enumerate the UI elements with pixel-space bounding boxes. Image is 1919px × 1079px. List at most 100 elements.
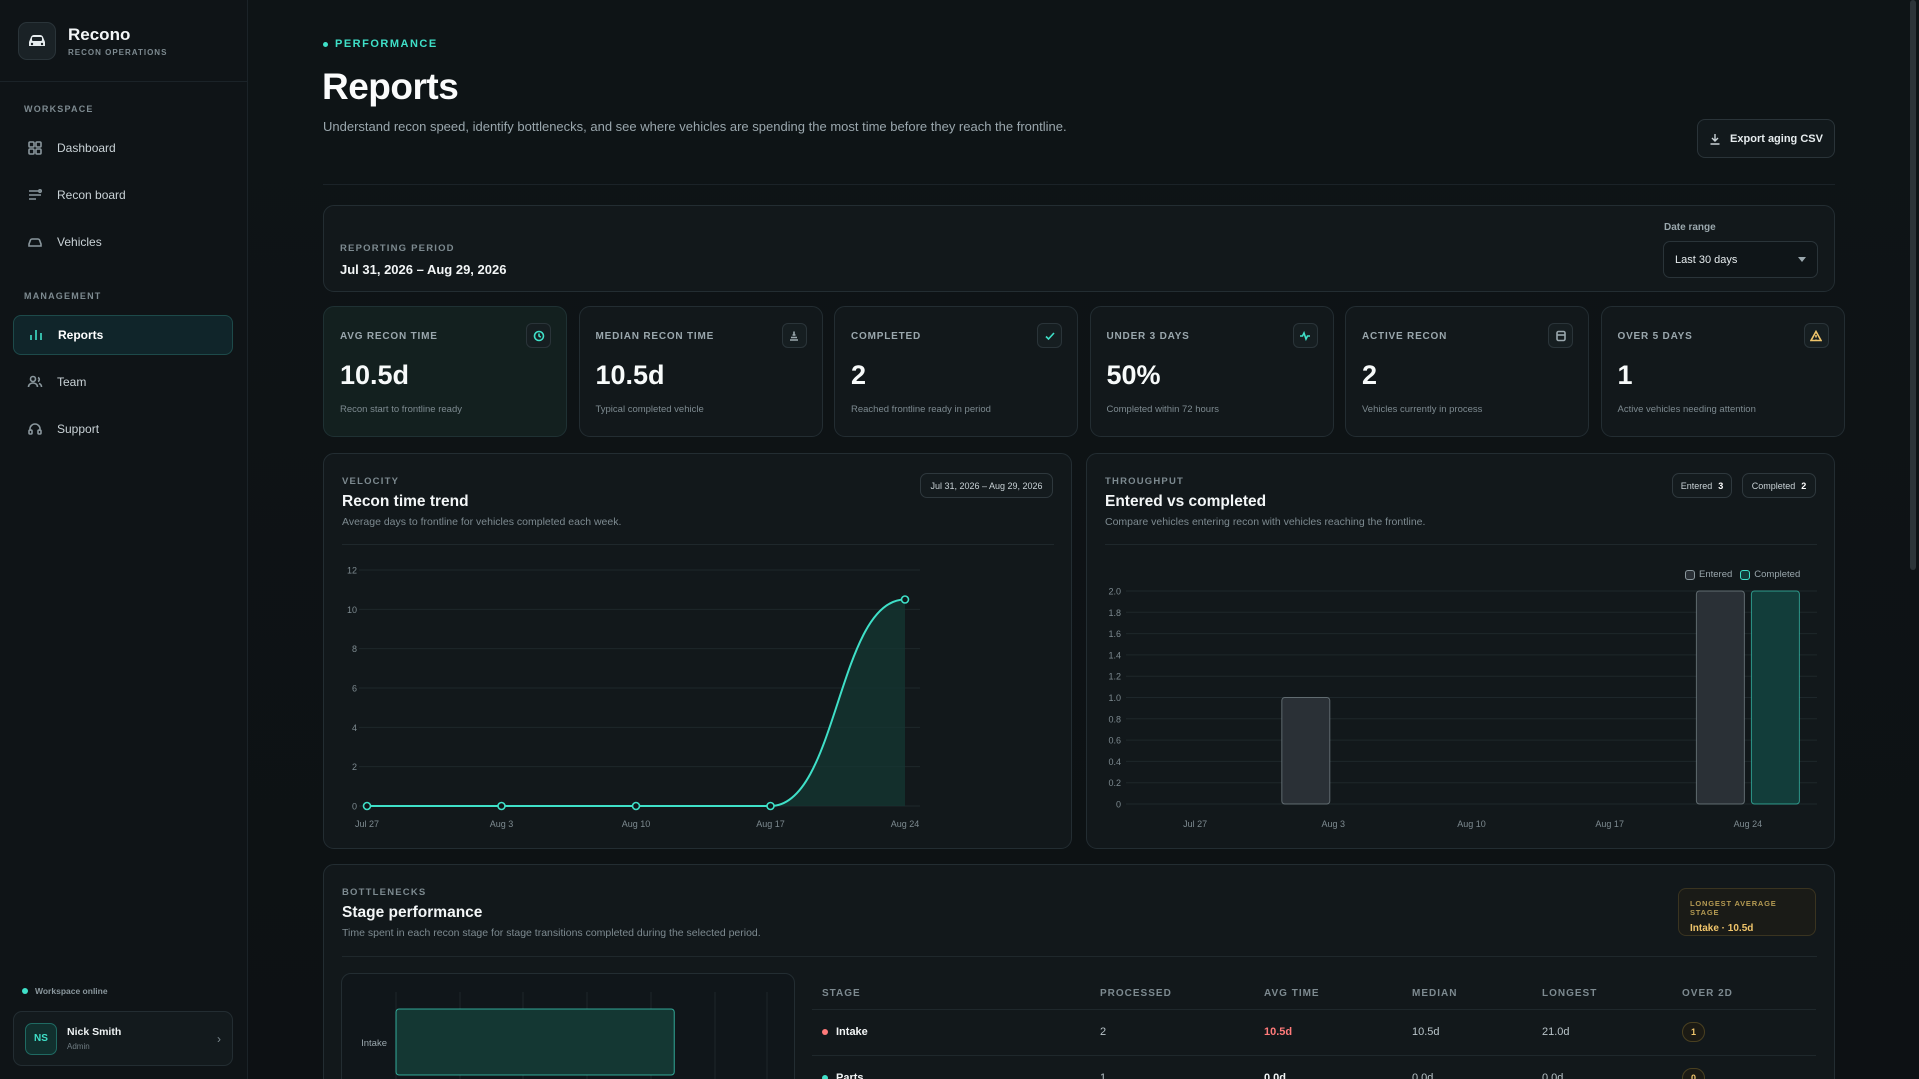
page-description: Understand recon speed, identify bottlen… — [323, 116, 1083, 138]
clock-icon — [526, 323, 551, 348]
chevron-down-icon — [1798, 257, 1806, 262]
data-point — [633, 803, 640, 810]
y-tick-label: 6 — [352, 684, 357, 694]
x-tick-label: Aug 10 — [1457, 819, 1486, 829]
export-aging-csv-button[interactable]: Export aging CSV — [1697, 119, 1835, 158]
pulse-icon — [1293, 323, 1318, 348]
board-icon — [27, 187, 43, 203]
kpi-label: ACTIVE RECON — [1362, 331, 1447, 342]
processed-cell: 1 — [1100, 1055, 1264, 1079]
page-eyebrow: PERFORMANCE — [323, 38, 438, 50]
eyebrow-text: PERFORMANCE — [335, 38, 438, 50]
kpi-card[interactable]: UNDER 3 DAYS 50% Completed within 72 hou… — [1090, 306, 1334, 437]
kpi-card[interactable]: ACTIVE RECON 2 Vehicles currently in pro… — [1345, 306, 1589, 437]
y-tick-label: 2 — [352, 762, 357, 772]
y-tick-label: 1.4 — [1108, 650, 1121, 660]
column-header[interactable]: MEDIAN — [1412, 978, 1542, 1009]
data-point — [498, 803, 505, 810]
sidebar-item-team[interactable]: Team — [13, 362, 233, 402]
stage-bar — [396, 1009, 674, 1075]
y-tick-label: 0 — [352, 802, 357, 812]
date-range-select[interactable]: Last 30 days — [1663, 241, 1818, 278]
x-tick-label: Jul 27 — [355, 819, 379, 829]
median-cell: 0.0d — [1412, 1055, 1542, 1079]
box-icon — [1548, 323, 1573, 348]
app-name: Recono — [68, 25, 167, 45]
y-tick-label: 0.2 — [1108, 778, 1121, 788]
kpi-subtext: Reached frontline ready in period — [851, 404, 991, 415]
bottlenecks-title: Stage performance — [342, 904, 482, 922]
sidebar-item-label: Dashboard — [57, 141, 116, 155]
sidebar-item-reports[interactable]: Reports — [13, 315, 233, 355]
stage-bar-chart: Intake — [342, 974, 795, 1079]
kpi-card[interactable]: AVG RECON TIME 10.5d Recon start to fron… — [323, 306, 567, 437]
y-tick-label: 0.4 — [1108, 757, 1121, 767]
over-2d-cell: 0 — [1682, 1055, 1816, 1079]
avg-time-cell: 10.5d — [1264, 1009, 1412, 1055]
kpi-card[interactable]: COMPLETED 2 Reached frontline ready in p… — [834, 306, 1078, 437]
column-header[interactable]: OVER 2D — [1682, 978, 1816, 1009]
date-range-label: Date range — [1664, 222, 1716, 233]
sidebar-item-support[interactable]: Support — [13, 409, 233, 449]
user-menu[interactable]: NS Nick Smith Admin › — [13, 1011, 233, 1066]
column-header[interactable]: STAGE — [812, 978, 1100, 1009]
page-title: Reports — [322, 66, 458, 108]
kpi-card[interactable]: OVER 5 DAYS 1 Active vehicles needing at… — [1601, 306, 1845, 437]
data-point — [902, 596, 909, 603]
kpi-value: 2 — [1362, 360, 1377, 391]
sidebar-item-dashboard[interactable]: Dashboard — [13, 128, 233, 168]
entered-vs-completed-chart: 0 0.2 0.4 0.6 0.8 1.0 1.2 1.4 1.6 1.8 2.0 Jul 27 Aug… — [1087, 454, 1836, 850]
avg-time-cell: 0.0d — [1264, 1055, 1412, 1079]
bar-entered — [1282, 698, 1330, 805]
kpi-value: 10.5d — [340, 360, 409, 391]
x-tick-label: Aug 10 — [622, 819, 651, 829]
brand[interactable]: Recono RECON OPERATIONS — [18, 22, 167, 60]
data-point — [364, 803, 371, 810]
kpi-subtext: Typical completed vehicle — [596, 404, 704, 415]
x-tick-label: Aug 3 — [490, 819, 514, 829]
y-tick-label: 1.6 — [1108, 629, 1121, 639]
y-tick-label: 2.0 — [1108, 587, 1121, 597]
stage-performance-chart: Intake — [341, 973, 795, 1079]
y-tick-label: 12 — [347, 566, 357, 576]
section-label-workspace: WORKSPACE — [24, 104, 94, 114]
stage-name: Parts — [836, 1072, 864, 1079]
median-cell: 10.5d — [1412, 1009, 1542, 1055]
longest-stage-label: LONGEST AVERAGE STAGE — [1690, 899, 1804, 917]
status-text: Workspace online — [35, 986, 108, 996]
y-tick-label: 1.8 — [1108, 608, 1121, 618]
kpi-card[interactable]: MEDIAN RECON TIME 10.5d Typical complete… — [579, 306, 823, 437]
bar-completed — [1751, 591, 1799, 804]
column-header[interactable]: LONGEST — [1542, 978, 1682, 1009]
y-tick-label: 0.8 — [1108, 714, 1121, 724]
kpi-label: UNDER 3 DAYS — [1107, 331, 1190, 342]
column-header[interactable]: PROCESSED — [1100, 978, 1264, 1009]
longest-stage-value: Intake · 10.5d — [1690, 923, 1804, 934]
sidebar-item-label: Support — [57, 422, 99, 436]
column-header[interactable]: AVG TIME — [1264, 978, 1412, 1009]
kpi-label: AVG RECON TIME — [340, 331, 438, 342]
car-logo-icon — [18, 22, 56, 60]
table-row[interactable]: Parts 1 0.0d 0.0d 0.0d 0 — [812, 1055, 1816, 1079]
sidebar-item-vehicles[interactable]: Vehicles — [13, 222, 233, 262]
kpi-label: OVER 5 DAYS — [1618, 331, 1693, 342]
scrollbar[interactable] — [1910, 0, 1916, 570]
kpi-subtext: Recon start to frontline ready — [340, 404, 462, 415]
sidebar-item-label: Vehicles — [57, 235, 102, 249]
sidebar-item-recon-board[interactable]: Recon board — [13, 175, 233, 215]
table-row[interactable]: Intake 2 10.5d 10.5d 21.0d 1 — [812, 1009, 1816, 1055]
x-tick-label: Aug 24 — [1734, 819, 1763, 829]
app-subtitle: RECON OPERATIONS — [68, 48, 167, 57]
x-tick-label: Jul 27 — [1183, 819, 1207, 829]
section-label-management: MANAGEMENT — [24, 291, 102, 301]
y-tick-label: 8 — [352, 644, 357, 654]
sidebar-item-label: Recon board — [57, 188, 126, 202]
workspace-status: Workspace online — [22, 986, 108, 996]
period-value: Jul 31, 2026 – Aug 29, 2026 — [340, 262, 506, 277]
processed-cell: 2 — [1100, 1009, 1264, 1055]
kpi-subtext: Vehicles currently in process — [1362, 404, 1482, 415]
x-tick-label: Aug 24 — [891, 819, 920, 829]
divider — [0, 81, 248, 82]
x-tick-label: Aug 3 — [1322, 819, 1346, 829]
over-2d-badge: 0 — [1682, 1068, 1705, 1079]
